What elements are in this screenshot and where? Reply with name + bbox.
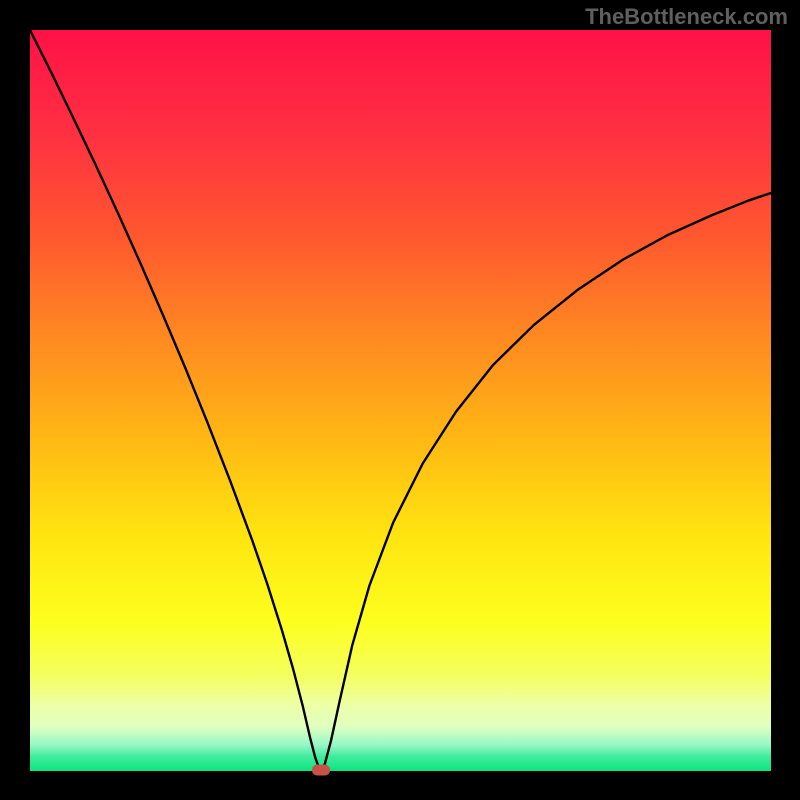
watermark-text: TheBottleneck.com <box>585 4 788 30</box>
optimal-point-marker <box>312 764 330 775</box>
bottleneck-curve <box>30 30 771 771</box>
plot-area <box>30 30 771 771</box>
curve-path <box>30 30 771 771</box>
